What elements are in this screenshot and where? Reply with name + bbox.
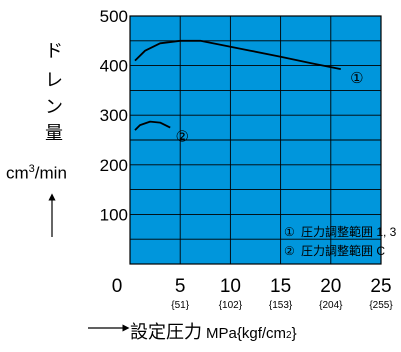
series-line-2: [134, 120, 171, 131]
x-label-unit: MPa{kgf/cm: [206, 325, 287, 342]
y-tick-label: 500: [100, 7, 128, 26]
y-tick-label: 100: [100, 205, 128, 224]
series-marker-2: ②: [175, 128, 188, 145]
x-tick-sublabel: {51}: [171, 300, 189, 311]
x-tick-sublabel: {102}: [219, 300, 243, 311]
series-marker-1: ①: [350, 70, 363, 87]
x-tick-label: 10: [220, 276, 241, 297]
ylabel-char-2: レ: [45, 70, 63, 90]
legend-marker: ②: [284, 244, 295, 258]
x-tick-sublabel: {204}: [319, 300, 343, 311]
x-tick-label: 20: [320, 276, 341, 297]
x-tick-label: 5: [175, 276, 186, 297]
ylabel-char-4: 量: [45, 123, 63, 143]
legend-text: 圧力調整範囲 C: [301, 243, 385, 258]
legend-marker: ①: [284, 225, 295, 239]
legend-text: 圧力調整範囲 1, 3: [301, 224, 397, 239]
ylabel-char-1: ド: [45, 41, 63, 61]
x-label-main: 設定圧力: [130, 322, 202, 342]
y-unit-sup: 3: [28, 163, 35, 175]
y-tick-label: 300: [100, 106, 128, 125]
x-tick-sublabel: {153}: [269, 300, 293, 311]
x-label-close: }: [291, 325, 297, 342]
y-tick-label: 200: [100, 156, 128, 175]
y-unit-rest: /min: [34, 163, 67, 183]
x-tick-sublabel: {255}: [369, 300, 393, 311]
series-line-1: [134, 39, 341, 70]
y-unit-label: cm3/min: [6, 163, 67, 184]
x-axis-label: 設定圧力 MPa{kgf/cm 2}: [130, 318, 297, 344]
plot-frame: [129, 15, 382, 265]
x-label-sup: 2: [286, 330, 292, 341]
x-tick-label: 15: [270, 276, 291, 297]
y-tick-label: 400: [100, 57, 128, 76]
x-tick-label: 0: [112, 276, 123, 297]
y-unit-base: cm: [6, 163, 29, 183]
ylabel-char-3: ン: [45, 97, 63, 117]
x-tick-label: 25: [370, 276, 391, 297]
